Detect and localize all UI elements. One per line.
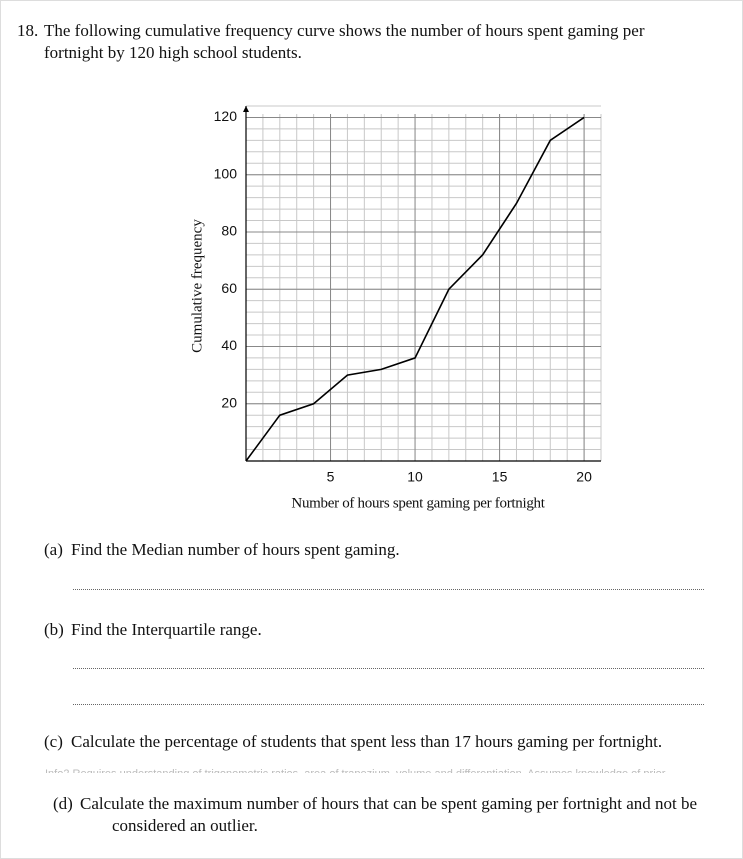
part-text: Calculate the percentage of students tha… (71, 732, 663, 751)
y-tick-label: 60 (221, 280, 237, 296)
x-tick-label: 10 (407, 469, 423, 485)
y-tick-label: 40 (221, 337, 237, 353)
chart: Cumulative frequency Number of hours spe… (189, 105, 602, 511)
question-text: The following cumulative frequency curve… (44, 21, 645, 62)
x-tick-label: 20 (576, 469, 592, 485)
part-label: (c) (44, 732, 63, 751)
part-text: Find the Median number of hours spent ga… (71, 540, 400, 559)
y-tick-label: 80 (221, 223, 237, 239)
y-tick-label: 120 (214, 108, 238, 124)
y-tick-label: 100 (214, 165, 238, 181)
x-tick-label: 5 (327, 469, 335, 485)
part-text: Calculate the maximum number of hours th… (80, 793, 710, 837)
faded-note: Info2 Requires understanding of trigonom… (45, 765, 695, 773)
answer-line (73, 668, 704, 669)
part-label: (a) (44, 540, 63, 559)
y-tick-label: 20 (221, 394, 237, 410)
part-text-span: Calculate the maximum number of hours th… (80, 794, 698, 835)
question-number: 18. (17, 21, 39, 40)
y-axis-label: Cumulative frequency (189, 219, 205, 353)
part-label: (b) (44, 620, 64, 639)
x-tick-label: 15 (492, 469, 508, 485)
part-label: (d) (53, 794, 73, 813)
x-axis-label: Number of hours spent gaming per fortnig… (291, 495, 545, 511)
cumulative-frequency-curve (245, 116, 585, 462)
answer-line (73, 589, 704, 590)
answer-line (73, 704, 704, 705)
part-text: Find the Interquartile range. (71, 620, 262, 639)
y-axis-arrow (243, 106, 249, 112)
